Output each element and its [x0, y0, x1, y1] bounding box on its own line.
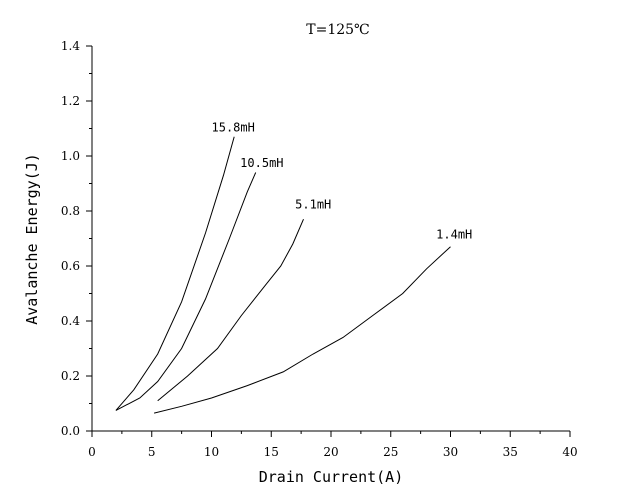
y-tick-label: 1.0: [61, 149, 80, 163]
chart-title: T=125℃: [306, 22, 369, 38]
series-label: 5.1mH: [295, 197, 331, 211]
x-tick-label: 15: [264, 445, 279, 459]
series-line-5_1mH: [157, 219, 304, 402]
series-line-15_8mH: [115, 136, 235, 411]
ticks: 0 5 10 15 20 25 30 35 40 0.0 0.2 0.4 0.6 0.8 1.0 1.2 1.4: [61, 39, 578, 459]
x-tick-label: 10: [204, 445, 219, 459]
x-tick-label: 30: [443, 445, 458, 459]
y-tick-label: 0.6: [61, 259, 80, 273]
series-labels: 15.8mH 10.5mH 5.1mH 1.4mH: [212, 120, 473, 241]
y-tick-label: 0.8: [61, 204, 80, 218]
series-line-10_5mH: [115, 172, 257, 411]
y-tick-label: 0.0: [61, 424, 80, 438]
x-tick-label: 25: [383, 445, 398, 459]
x-axis-title: Drain Current(A): [259, 468, 404, 486]
series-label: 15.8mH: [212, 120, 255, 134]
y-tick-label: 1.2: [61, 94, 80, 108]
series-layer: [115, 136, 451, 414]
x-tick-label: 20: [323, 445, 338, 459]
x-tick-label: 0: [88, 445, 96, 459]
y-axis-title: Avalanche Energy(J): [23, 153, 41, 325]
series-label: 1.4mH: [436, 228, 472, 242]
series-line-1_4mH: [153, 246, 451, 414]
x-tick-label: 5: [148, 445, 156, 459]
y-tick-label: 0.2: [61, 369, 80, 383]
series-label: 10.5mH: [240, 156, 283, 170]
y-tick-label: 1.4: [61, 39, 80, 53]
x-tick-label: 35: [503, 445, 518, 459]
y-tick-label: 0.4: [61, 314, 80, 328]
x-tick-label: 40: [562, 445, 577, 459]
